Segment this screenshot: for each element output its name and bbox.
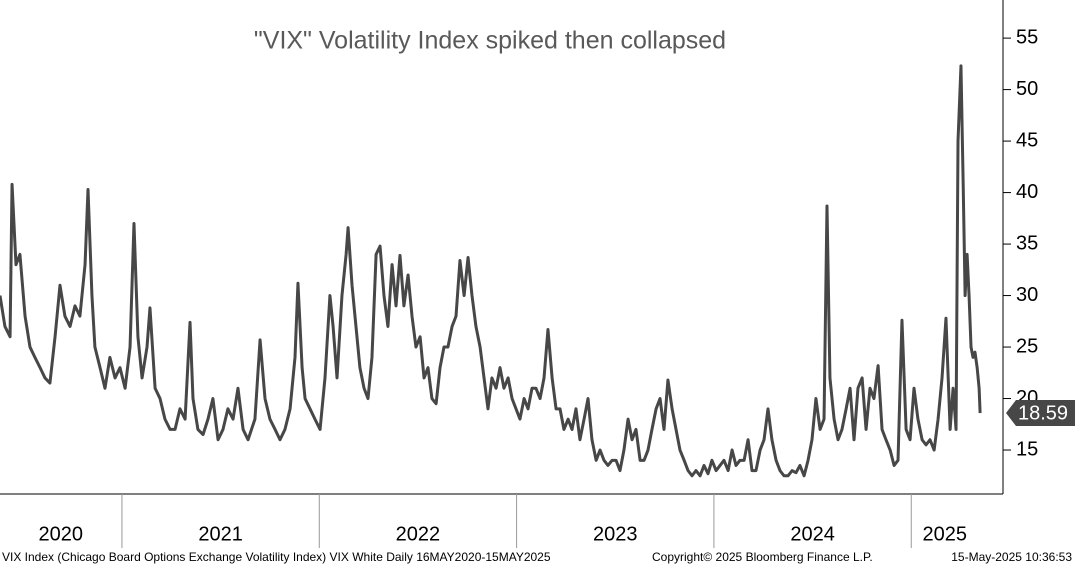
x-tick-label: 2020 bbox=[39, 523, 84, 545]
chart-title: "VIX" Volatility Index spiked then colla… bbox=[254, 27, 726, 55]
y-tick-label: 35 bbox=[1016, 232, 1038, 254]
x-tick-label: 2024 bbox=[790, 523, 835, 545]
last-value-tag bbox=[1006, 400, 1075, 427]
footer-source: VIX Index (Chicago Board Options Exchang… bbox=[2, 550, 551, 564]
y-tick-label: 30 bbox=[1016, 284, 1038, 306]
y-tick-label: 45 bbox=[1016, 129, 1038, 151]
x-tick-label: 2023 bbox=[593, 523, 638, 545]
y-tick-label: 40 bbox=[1016, 181, 1038, 203]
x-tick-label: 2022 bbox=[396, 523, 441, 545]
y-tick-label: 15 bbox=[1016, 438, 1038, 460]
x-tick-label: 2021 bbox=[198, 523, 243, 545]
y-tick-label: 50 bbox=[1016, 78, 1038, 100]
series-line bbox=[0, 64, 982, 478]
x-tick-label: 2025 bbox=[923, 523, 968, 545]
y-tick-label: 55 bbox=[1016, 26, 1038, 48]
footer-copyright: Copyright© 2025 Bloomberg Finance L.P. bbox=[652, 550, 873, 564]
last-value-label: 18.59 bbox=[1018, 402, 1068, 424]
y-tick-label: 25 bbox=[1016, 335, 1038, 357]
footer-timestamp: 15-May-2025 10:36:53 bbox=[951, 550, 1072, 564]
